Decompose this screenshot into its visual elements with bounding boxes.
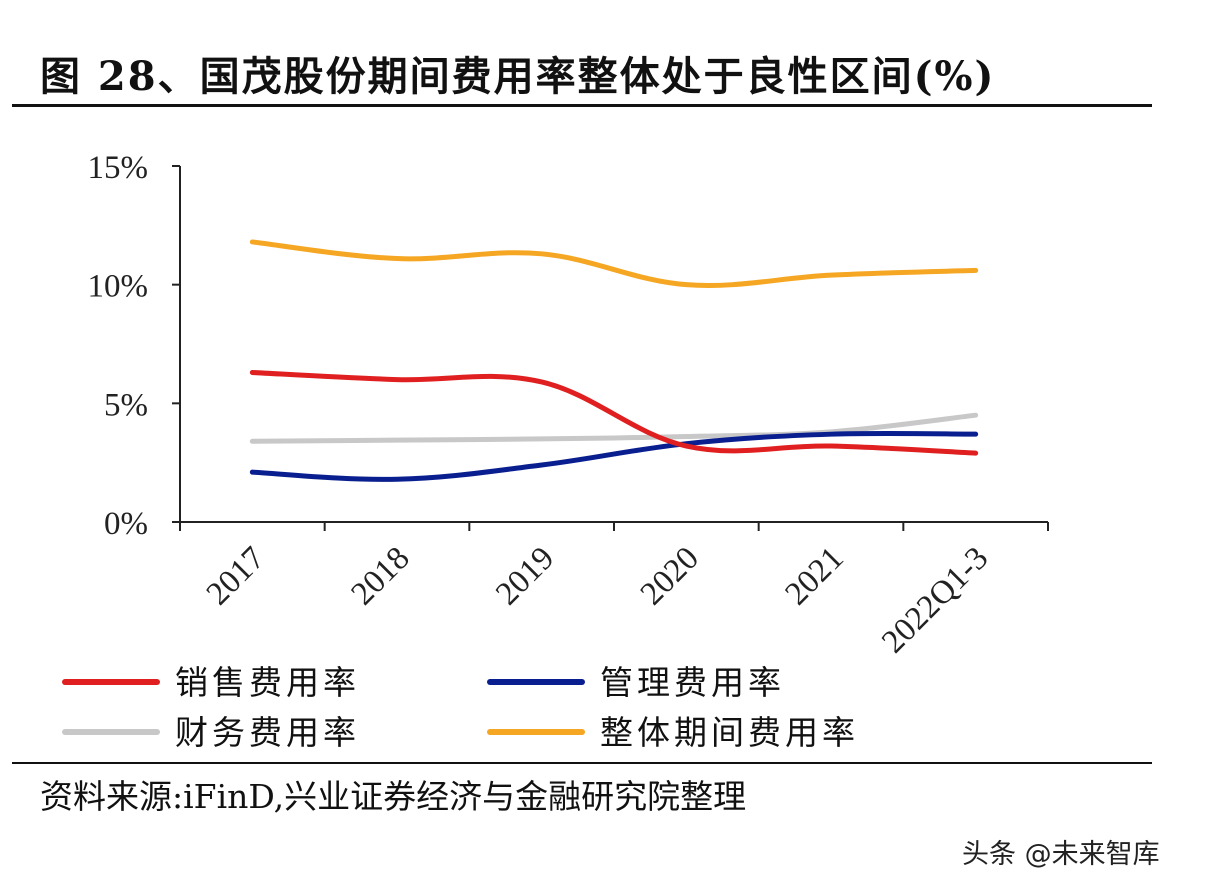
- legend-label: 财务费用率: [175, 713, 360, 752]
- source-divider: [12, 762, 1152, 764]
- x-tick-label: 2020: [634, 540, 706, 612]
- x-tick-label: 2017: [200, 540, 272, 612]
- y-tick-label: 5%: [104, 387, 148, 423]
- legend-label: 销售费用率: [175, 663, 360, 702]
- x-tick-label: 2022Q1-3: [875, 540, 995, 660]
- series-line: [249, 430, 979, 482]
- y-tick-label: 15%: [88, 150, 149, 186]
- chart-lines: [249, 239, 979, 482]
- title-divider: [12, 104, 1152, 107]
- legend-label: 整体期间费用率: [600, 713, 859, 752]
- x-axis-labels: 2017 2018 2019 2020 2021 2022Q1-3: [200, 540, 995, 660]
- line-chart: 2017 2018 2019 2020 2021 2022Q1-3 0%5%10%15% …: [62, 150, 1049, 752]
- source-note: 资料来源:iFinD,兴业证券经济与金融研究院整理: [40, 777, 747, 816]
- watermark: 头条 @未来智库: [962, 839, 1160, 870]
- series-line: [249, 369, 979, 456]
- y-tick-label: 10%: [88, 269, 149, 305]
- series-line: [249, 239, 979, 288]
- x-tick-label: 2019: [489, 540, 561, 612]
- legend-label: 管理费用率: [600, 663, 785, 702]
- x-tick-label: 2018: [345, 540, 417, 612]
- chart-title: 图 28、国茂股份期间费用率整体处于良性区间(%): [40, 53, 996, 100]
- y-tick-label: 0%: [104, 506, 148, 542]
- y-axis-labels: 0% 5% 10% 15%: [88, 150, 149, 542]
- series-line: [249, 412, 979, 444]
- chart-axes: [172, 165, 1049, 531]
- x-tick-label: 2021: [779, 540, 851, 612]
